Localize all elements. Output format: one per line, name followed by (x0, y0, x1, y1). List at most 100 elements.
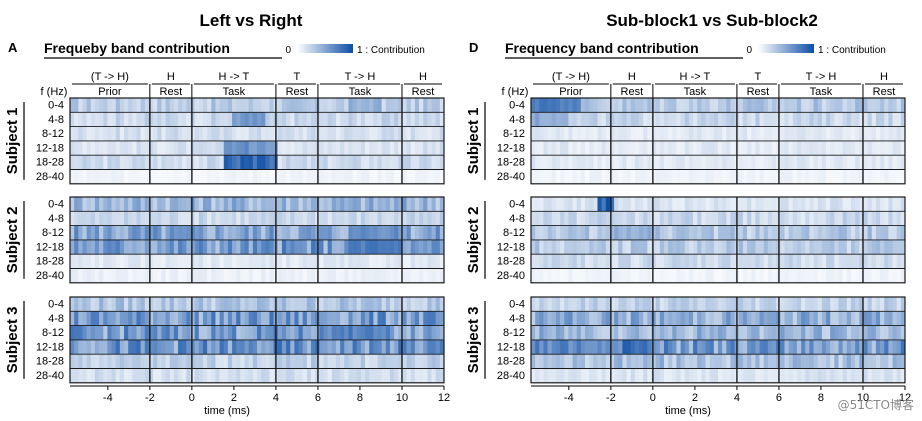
heat-cell (884, 239, 889, 255)
heat-cell (119, 311, 125, 326)
heat-cell (365, 225, 370, 241)
heat-cell (202, 126, 208, 142)
heat-cell (78, 112, 83, 127)
heat-cell (319, 155, 324, 170)
heat-cell (875, 239, 881, 255)
heat-cell (207, 368, 212, 383)
heat-cell (892, 354, 897, 369)
heat-cell (713, 368, 719, 383)
heat-cell (742, 225, 748, 241)
heat-cell (639, 325, 644, 341)
heat-cell (265, 254, 270, 269)
heat-cell (211, 98, 216, 113)
heat-cell (792, 197, 798, 212)
heat-cell (705, 140, 710, 156)
heat-cell (813, 112, 819, 127)
band-label: 12-18 (497, 241, 525, 253)
heat-cell (759, 211, 765, 226)
heat-cell (290, 268, 295, 283)
heat-cell (369, 325, 374, 341)
band-label: 18-28 (36, 356, 64, 368)
heat-cell (132, 112, 137, 127)
heat-cell (410, 197, 416, 212)
heat-cell (626, 339, 632, 355)
heat-cell (377, 325, 382, 341)
heat-cell (871, 339, 877, 355)
heat-cell (319, 169, 324, 184)
heat-cell (539, 311, 544, 326)
heat-cell (572, 368, 578, 383)
heat-cell (601, 268, 607, 283)
heat-cell (227, 325, 233, 341)
heat-cell (543, 112, 548, 127)
heat-cell (763, 126, 769, 142)
heat-cell (626, 225, 632, 241)
heat-cell (705, 211, 710, 226)
phase-top-label: H -> T (219, 71, 250, 83)
heat-cell (94, 112, 100, 127)
heat-cell (352, 268, 358, 283)
heat-cell (680, 311, 686, 326)
heat-cell (888, 211, 893, 226)
heat-cell (402, 297, 407, 312)
heat-cell (148, 211, 154, 226)
heat-cell (813, 297, 819, 312)
heat-cell (722, 225, 727, 241)
heat-cell (871, 211, 877, 226)
heat-cell (419, 368, 424, 383)
heat-cell (410, 112, 416, 127)
heat-cell (365, 140, 370, 156)
heat-cell (551, 339, 557, 355)
heat-cell (593, 112, 598, 127)
heat-cell (182, 368, 187, 383)
heat-cell (365, 368, 370, 383)
heat-cell (821, 169, 827, 184)
heat-cell (755, 126, 760, 142)
heat-cell (115, 268, 121, 283)
heat-cell (896, 325, 902, 341)
heat-cell (265, 225, 270, 241)
heat-cell (871, 297, 877, 312)
heat-cell (788, 325, 794, 341)
x-tick-label: -4 (564, 392, 574, 404)
phase-top-label: T (294, 71, 301, 83)
heat-cell (394, 354, 399, 369)
heat-cell (663, 155, 669, 170)
heat-cell (585, 155, 590, 170)
heat-cell (709, 268, 715, 283)
heat-cell (630, 239, 636, 255)
heat-cell (128, 197, 133, 212)
heat-cell (772, 239, 777, 255)
heat-cell (427, 354, 432, 369)
heat-cell (290, 112, 295, 127)
heat-cell (572, 325, 578, 341)
heat-cell (751, 98, 756, 113)
heat-cell (94, 339, 100, 355)
heat-cell (103, 126, 108, 142)
heat-cell (718, 311, 723, 326)
heat-cell (834, 254, 839, 269)
heat-cell (859, 169, 864, 184)
heat-cell (286, 140, 291, 156)
heat-cell (684, 297, 690, 312)
heat-cell (124, 197, 129, 212)
heat-cell (871, 254, 877, 269)
heat-cell (82, 239, 87, 255)
heat-cell (605, 155, 611, 170)
heat-cell (809, 239, 814, 255)
heat-cell (701, 155, 706, 170)
heat-cell (551, 197, 557, 212)
heat-cell (643, 155, 648, 170)
heat-cell (709, 239, 715, 255)
heat-cell (880, 197, 885, 212)
heat-cell (257, 225, 262, 241)
heat-cell (622, 225, 627, 241)
heat-cell (427, 211, 432, 226)
heat-cell (90, 368, 96, 383)
heat-cell (634, 254, 640, 269)
heat-cell (94, 126, 100, 142)
subject-label: Subject 1 (4, 108, 21, 175)
heat-cell (663, 268, 669, 283)
heat-cell (817, 239, 823, 255)
heat-cell (165, 112, 171, 127)
